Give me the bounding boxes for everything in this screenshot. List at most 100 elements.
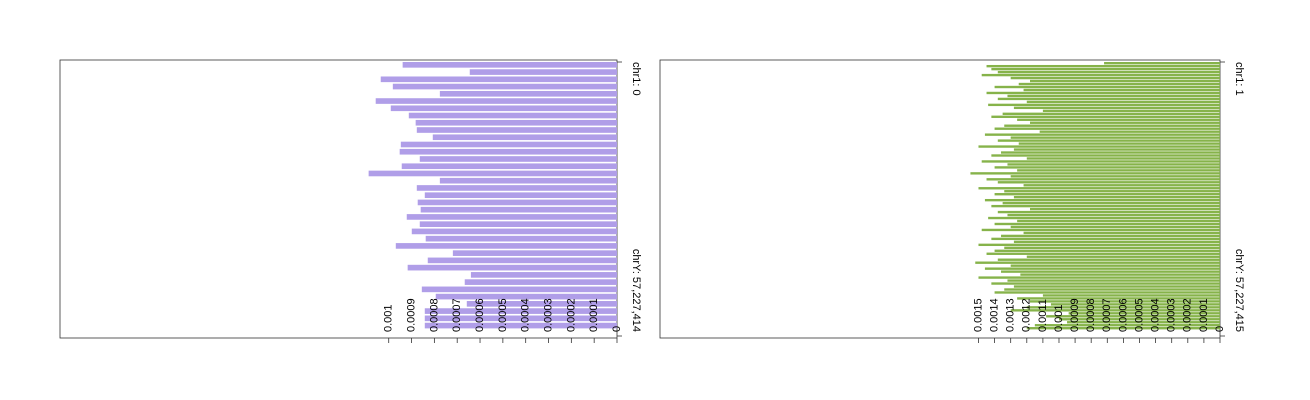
x-tick-label: 0.0001 <box>1198 298 1210 332</box>
bar <box>1026 327 1220 330</box>
x-tick-label: 0.0009 <box>1069 298 1081 332</box>
bar <box>390 105 617 112</box>
bar <box>399 148 617 155</box>
bar <box>1023 231 1220 235</box>
bar <box>401 163 617 170</box>
bar <box>978 187 1220 190</box>
bar <box>986 64 1220 68</box>
bar <box>425 235 617 242</box>
bar <box>380 76 617 83</box>
bar <box>978 145 1220 148</box>
bar <box>1007 94 1220 98</box>
x-tick-label: 0.0005 <box>497 298 509 332</box>
x-tick-label: 0.0004 <box>520 298 532 332</box>
bar <box>1030 207 1220 211</box>
x-tick-label: 0.0004 <box>1150 298 1162 332</box>
bar <box>1046 315 1220 318</box>
x-tick-label: 0.0003 <box>1166 298 1178 332</box>
bar <box>994 85 1220 89</box>
bar <box>1001 151 1220 154</box>
bar <box>986 91 1220 95</box>
bar <box>984 267 1220 270</box>
bar <box>452 250 617 256</box>
bar <box>997 181 1220 184</box>
bar <box>986 178 1220 181</box>
bar <box>435 293 617 300</box>
bar <box>997 258 1220 261</box>
bar <box>1023 184 1220 187</box>
bar <box>975 261 1220 264</box>
bar <box>375 98 617 104</box>
bar <box>988 216 1220 220</box>
bar <box>991 154 1220 157</box>
x-tick-label: 0.0015 <box>972 298 984 332</box>
position-label: chr1: 1 <box>1233 62 1245 96</box>
bar <box>1018 142 1220 145</box>
bar <box>411 228 617 235</box>
bar <box>439 177 617 184</box>
x-tick-label: 0.0002 <box>1182 298 1194 332</box>
bar <box>1013 196 1220 199</box>
x-tick-label: 0.001 <box>1053 304 1065 332</box>
bar <box>984 198 1220 202</box>
bar <box>1002 201 1220 205</box>
x-tick-label: 0.0012 <box>1021 298 1033 332</box>
bar <box>997 210 1220 214</box>
bar <box>1013 148 1220 151</box>
bar <box>432 134 617 141</box>
bar <box>978 276 1220 279</box>
bar <box>991 67 1220 71</box>
bar <box>1023 88 1220 92</box>
bar <box>1050 303 1220 306</box>
bar <box>978 243 1220 247</box>
bar <box>1010 225 1220 229</box>
bar <box>1013 285 1220 288</box>
position-label: chrY: 57,227,414 <box>630 249 642 332</box>
x-tick-label: 0.0008 <box>428 298 440 332</box>
bar <box>1004 288 1220 291</box>
bar <box>1007 279 1220 282</box>
bar <box>464 279 617 285</box>
bar <box>1042 294 1220 297</box>
x-tick-label: 0.0001 <box>588 298 600 332</box>
position-label: chr1: 0 <box>630 62 642 96</box>
bar <box>1017 297 1220 300</box>
bar <box>1026 255 1220 258</box>
bar <box>991 204 1220 208</box>
bar <box>420 206 617 213</box>
x-tick-label: 0.0006 <box>1117 298 1129 332</box>
bar <box>1013 106 1220 110</box>
bar <box>407 264 617 271</box>
bar <box>1017 118 1220 121</box>
bar <box>1007 213 1220 217</box>
x-tick-label: 0 <box>1214 326 1226 332</box>
bar <box>400 141 617 148</box>
bar <box>1002 112 1220 115</box>
x-tick-label: 0.0011 <box>1037 299 1049 332</box>
x-tick-label: 0 <box>611 326 623 332</box>
bar <box>1104 62 1220 65</box>
x-tick-label: 0.0007 <box>1101 298 1113 332</box>
x-tick-label: 0.0006 <box>474 298 486 332</box>
bar <box>1017 219 1220 223</box>
bar <box>988 103 1220 107</box>
bar <box>1004 190 1220 193</box>
bar <box>994 127 1220 130</box>
bar <box>424 308 617 314</box>
bar <box>970 172 1220 175</box>
bar <box>986 252 1220 255</box>
bar <box>1010 175 1220 178</box>
bar <box>439 90 617 97</box>
bar <box>469 69 617 75</box>
bar <box>1068 312 1220 315</box>
bar <box>1001 270 1220 273</box>
position-label: chrY: 57,227,415 <box>1233 249 1245 332</box>
bar <box>368 170 617 177</box>
bar <box>1030 300 1220 303</box>
bar <box>470 272 617 278</box>
x-tick-label: 0.0008 <box>1085 298 1097 332</box>
bar <box>1018 82 1220 86</box>
bar <box>1039 130 1220 133</box>
bar <box>981 73 1220 77</box>
bar <box>994 166 1220 169</box>
